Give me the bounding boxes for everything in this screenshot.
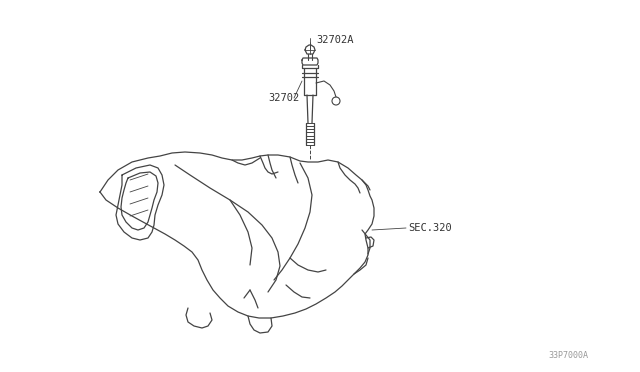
Text: 33P7000A: 33P7000A bbox=[548, 350, 588, 359]
Text: 32702: 32702 bbox=[268, 93, 300, 103]
Text: 32702A: 32702A bbox=[316, 35, 353, 45]
Text: SEC.320: SEC.320 bbox=[408, 223, 452, 233]
